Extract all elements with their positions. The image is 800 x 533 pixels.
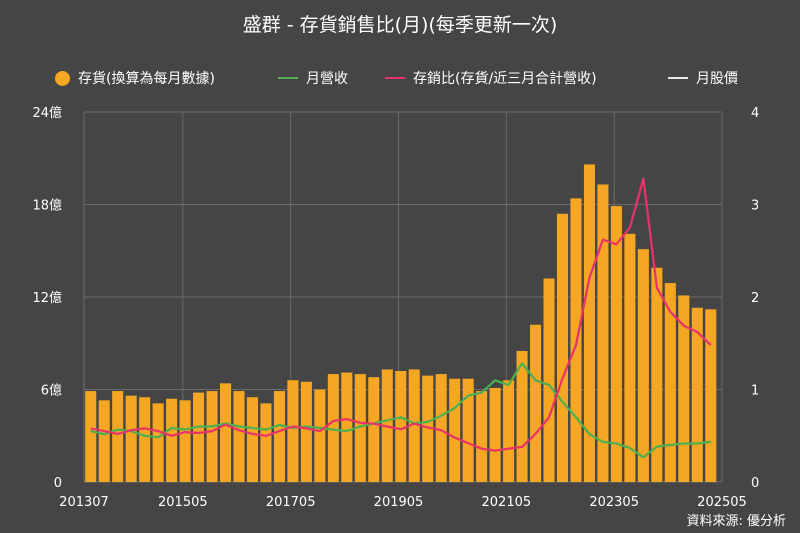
inventory-bar [152, 403, 164, 482]
inventory-bar [462, 378, 474, 482]
x-tick-label: 201505 [158, 495, 208, 510]
inventory-bar [260, 403, 272, 482]
y-right-tick-label: 0 [751, 476, 759, 491]
inventory-bar [503, 380, 515, 482]
legend: 存貨(換算為每月數據) 月營收 存銷比(存貨/近三月合計營收) 月股價 [0, 68, 800, 88]
inventory-bar [435, 374, 447, 482]
legend-line-icon [278, 77, 298, 79]
inventory-bar [530, 324, 542, 482]
inventory-bar [327, 374, 339, 482]
inventory-bar [516, 350, 528, 482]
inventory-bar [543, 278, 555, 482]
inventory-bar [98, 400, 110, 482]
legend-line-icon [668, 77, 688, 79]
inventory-bar [610, 206, 622, 482]
inventory-bar [125, 395, 137, 482]
y-right-tick-label: 4 [751, 106, 759, 121]
source-note: 資料來源: 優分析 [686, 514, 786, 529]
inventory-bar [179, 400, 191, 482]
inventory-bar [354, 374, 366, 482]
inventory-bar [583, 164, 595, 482]
inventory-bar [489, 387, 501, 482]
x-tick-label: 202505 [697, 495, 747, 510]
inventory-sales-ratio-line [90, 177, 712, 452]
y-right-tick-label: 1 [751, 384, 759, 399]
inventory-bar [476, 391, 488, 482]
inventory-bar [314, 389, 326, 482]
chart-title: 盛群 - 存貨銷售比(月)(每季更新一次) [242, 14, 558, 36]
legend-item-revenue[interactable]: 月營收 [278, 68, 348, 88]
inventory-bar [664, 283, 676, 482]
inventory-bar [597, 184, 609, 483]
inventory-bar [85, 391, 97, 482]
inventory-bar [139, 397, 151, 482]
series-lines [90, 177, 712, 459]
legend-label: 月股價 [696, 71, 738, 87]
inventory-bar [206, 391, 218, 482]
inventory-bar [651, 267, 663, 482]
legend-line-icon [385, 77, 405, 79]
inventory-bar [422, 375, 434, 482]
x-tick-label: 201905 [374, 495, 424, 510]
x-tick-label: 201705 [266, 495, 316, 510]
legend-label: 存貨(換算為每月數據) [78, 71, 215, 87]
y-right-tick-label: 3 [751, 199, 759, 214]
x-tick-label: 201307 [59, 495, 109, 510]
inventory-bar [193, 392, 205, 482]
inventory-bar [637, 249, 649, 482]
legend-label: 月營收 [306, 71, 348, 87]
legend-item-ratio[interactable]: 存銷比(存貨/近三月合計營收) [385, 68, 597, 88]
inventory-bar [556, 213, 569, 482]
inventory-bar [233, 391, 245, 482]
inventory-bar [287, 380, 299, 482]
inventory-bar [300, 381, 312, 482]
legend-item-price[interactable]: 月股價 [668, 68, 738, 88]
x-tick-label: 202305 [589, 495, 639, 510]
inventory-bar [368, 377, 380, 482]
legend-item-inventory[interactable]: 存貨(換算為每月數據) [55, 68, 215, 88]
x-tick-label: 202105 [482, 495, 532, 510]
y-left-tick-label: 12億 [32, 290, 62, 306]
inventory-bar [341, 372, 353, 482]
inventory-bar [273, 391, 285, 482]
y-left-tick-label: 0 [54, 476, 62, 491]
inventory-bar [166, 398, 178, 482]
inventory-bar [246, 397, 259, 482]
inventory-bar [395, 371, 407, 482]
inventory-bar [220, 383, 232, 482]
y-left-tick-label: 18億 [32, 198, 62, 214]
revenue-line [90, 362, 711, 459]
inventory-bar [112, 391, 124, 482]
inventory-bar [678, 295, 690, 482]
inventory-bar [449, 378, 461, 482]
y-left-tick-label: 6億 [41, 383, 62, 399]
legend-label: 存銷比(存貨/近三月合計營收) [413, 71, 597, 87]
axes: 0 0 6億 1 12億 2 18億 3 24億 4 201307 201505 201705 20190… [32, 105, 759, 510]
inventory-bar [691, 307, 703, 482]
legend-dot-icon [55, 70, 70, 86]
inventory-bar [705, 309, 717, 482]
y-left-tick-label: 24億 [32, 105, 62, 121]
inventory-bar [408, 369, 420, 482]
inventory-bar [624, 233, 636, 482]
y-right-tick-label: 2 [751, 291, 759, 306]
